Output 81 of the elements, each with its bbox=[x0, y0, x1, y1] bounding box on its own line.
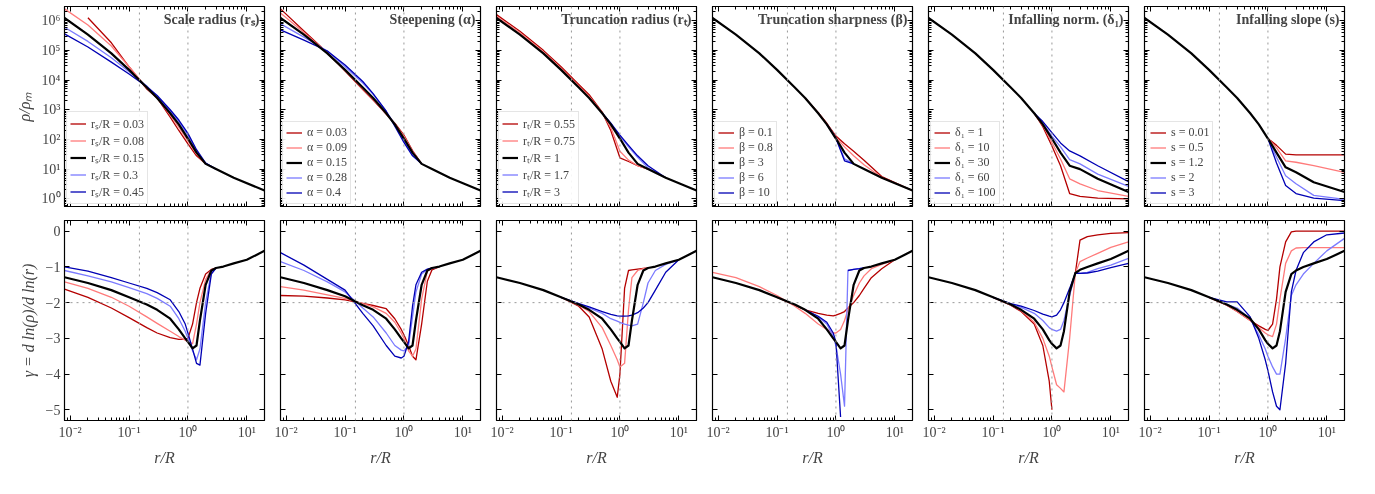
chart-title: Infalling norm. (δ₁) bbox=[1008, 11, 1124, 28]
y-axis-title: γ = d ln(ρ)/d ln(r) bbox=[19, 263, 38, 378]
y-tick-label: −1 bbox=[45, 259, 61, 275]
x-tick-label: 10⁻¹ bbox=[549, 424, 573, 440]
legend-label: rₜ/R = 1 bbox=[523, 150, 561, 166]
legend-label: β = 6 bbox=[739, 170, 764, 185]
x-tick-label: 10¹ bbox=[237, 424, 256, 440]
y-tick-label: 10⁵ bbox=[41, 42, 61, 58]
legend-label: s = 0.5 bbox=[1171, 140, 1204, 155]
y-tick-label: −5 bbox=[45, 402, 61, 418]
legend-label: β = 3 bbox=[739, 155, 764, 170]
legend-label: s = 0.01 bbox=[1171, 125, 1210, 140]
x-tick-label: 10⁻¹ bbox=[981, 424, 1005, 440]
x-tick-label: 10⁰ bbox=[610, 424, 630, 440]
legend-label: rₛ/R = 0.3 bbox=[91, 167, 139, 183]
x-tick-label: 10⁰ bbox=[1258, 424, 1278, 440]
legend-label: s = 1.2 bbox=[1171, 155, 1204, 170]
legend-label: rₜ/R = 1.7 bbox=[523, 167, 570, 183]
y-tick-label: 10² bbox=[42, 131, 61, 147]
legend-label: s = 2 bbox=[1171, 170, 1195, 185]
x-tick-label: 10⁰ bbox=[394, 424, 414, 440]
x-tick-label: 10⁻² bbox=[706, 424, 730, 440]
x-tick-label: 10⁰ bbox=[1042, 424, 1062, 440]
legend-label: δ₁ = 100 bbox=[955, 185, 996, 200]
x-axis-title: r/R bbox=[1018, 448, 1039, 466]
x-tick-label: 10⁻¹ bbox=[1197, 424, 1221, 440]
x-tick-label: 10¹ bbox=[669, 424, 688, 440]
chart-title: Steepening (α) bbox=[389, 11, 476, 28]
chart-title: Scale radius (rₛ) bbox=[163, 11, 260, 28]
x-tick-label: 10⁻¹ bbox=[117, 424, 141, 440]
chart-title: Truncation sharpness (β) bbox=[758, 11, 908, 28]
x-tick-label: 10¹ bbox=[885, 424, 904, 440]
x-tick-label: 10⁰ bbox=[826, 424, 846, 440]
legend-label: s = 3 bbox=[1171, 185, 1195, 200]
x-tick-label: 10¹ bbox=[1317, 424, 1336, 440]
x-tick-label: 10⁻² bbox=[922, 424, 946, 440]
legend-label: δ₁ = 1 bbox=[955, 125, 984, 140]
legend-label: δ₁ = 60 bbox=[955, 170, 990, 185]
y-tick-label: 10⁰ bbox=[41, 191, 61, 207]
y-tick-label: −2 bbox=[45, 295, 61, 311]
x-axis-title: r/R bbox=[1234, 448, 1255, 466]
legend-label: rₜ/R = 0.55 bbox=[523, 116, 576, 132]
x-axis-title: r/R bbox=[154, 448, 175, 466]
y-tick-label: 10¹ bbox=[42, 161, 61, 177]
y-tick-label: 0 bbox=[53, 224, 61, 240]
y-tick-label: −4 bbox=[45, 367, 61, 383]
y-tick-label: 10⁶ bbox=[41, 13, 61, 29]
legend-label: α = 0.4 bbox=[307, 185, 342, 200]
x-tick-label: 10⁰ bbox=[178, 424, 198, 440]
x-tick-label: 10⁻² bbox=[1138, 424, 1162, 440]
y-tick-label: −3 bbox=[45, 331, 61, 347]
legend-label: α = 0.09 bbox=[307, 140, 348, 155]
legend-label: δ₁ = 30 bbox=[955, 155, 990, 170]
legend-label: rₛ/R = 0.45 bbox=[91, 184, 145, 200]
legend-label: rₛ/R = 0.15 bbox=[91, 150, 145, 166]
chart-title: Truncation radius (rₜ) bbox=[561, 11, 692, 28]
x-axis-title: r/R bbox=[586, 448, 607, 466]
legend-label: δ₁ = 10 bbox=[955, 140, 990, 155]
x-tick-label: 10⁻¹ bbox=[333, 424, 357, 440]
legend-label: β = 10 bbox=[739, 185, 770, 200]
x-tick-label: 10¹ bbox=[1101, 424, 1120, 440]
x-tick-label: 10⁻¹ bbox=[765, 424, 789, 440]
legend-label: rₜ/R = 3 bbox=[523, 184, 561, 200]
y-axis-title: ρ/ρₘ bbox=[15, 91, 34, 123]
legend-label: rₛ/R = 0.03 bbox=[91, 116, 145, 132]
legend-label: α = 0.15 bbox=[307, 155, 348, 170]
legend-label: rₛ/R = 0.08 bbox=[91, 133, 145, 149]
x-tick-label: 10⁻² bbox=[274, 424, 298, 440]
legend-label: β = 0.1 bbox=[739, 125, 773, 140]
y-tick-label: 10³ bbox=[42, 102, 61, 118]
x-tick-label: 10⁻² bbox=[58, 424, 82, 440]
legend-label: rₜ/R = 0.75 bbox=[523, 133, 576, 149]
legend-label: α = 0.28 bbox=[307, 170, 348, 185]
x-tick-label: 10⁻² bbox=[490, 424, 514, 440]
y-tick-label: 10⁴ bbox=[41, 72, 61, 88]
legend-label: β = 0.8 bbox=[739, 140, 773, 155]
chart-title: Infalling slope (s) bbox=[1236, 11, 1340, 28]
x-axis-title: r/R bbox=[802, 448, 823, 466]
x-axis-title: r/R bbox=[370, 448, 391, 466]
legend-label: α = 0.03 bbox=[307, 125, 348, 140]
x-tick-label: 10¹ bbox=[453, 424, 472, 440]
